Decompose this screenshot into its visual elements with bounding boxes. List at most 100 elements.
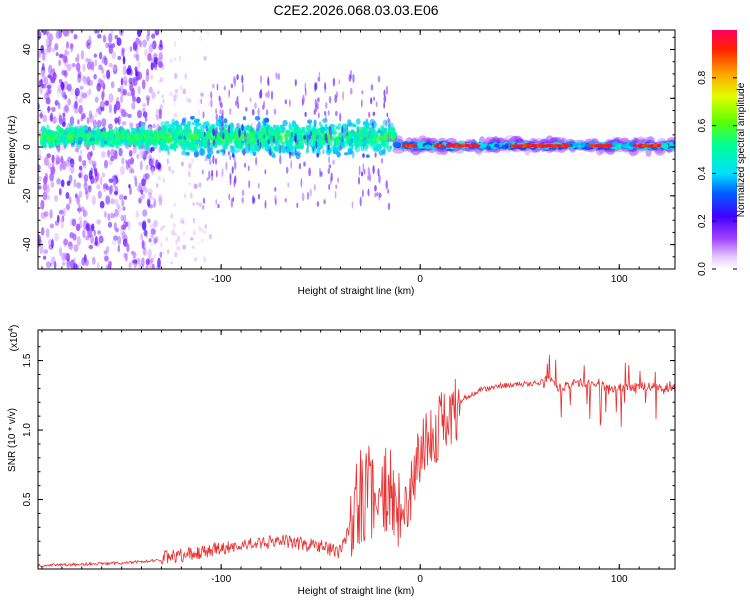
spectrogram-cell: [377, 168, 380, 177]
spectrogram-cell: [152, 40, 157, 50]
spectrogram-cell: [271, 154, 276, 159]
spectrogram-cell: [144, 49, 148, 57]
spectrogram-cell: [45, 228, 50, 239]
spectrogram-cell: [233, 160, 237, 170]
spectrogram-cell: [42, 48, 48, 56]
spectrogram-cell: [66, 180, 71, 187]
spectrogram-cell: [169, 91, 173, 97]
spectrogram-cell: [51, 106, 56, 113]
spectrogram-cell: [306, 119, 313, 124]
spectrogram-cell: [200, 98, 203, 105]
spectrogram-cell: [84, 259, 89, 267]
spectrogram-cell: [193, 183, 198, 190]
spectrogram-cell: [102, 89, 105, 98]
spectrogram-cell: [288, 121, 292, 129]
spectrogram-cell: [65, 30, 70, 37]
spectrogram-cell: [137, 186, 142, 193]
spectrogram-cell: [358, 165, 361, 176]
spectrogram-cell: [215, 126, 219, 133]
spectrogram-cell: [84, 187, 88, 195]
spectrogram-cell: [170, 261, 174, 265]
spectrogram-cell: [257, 107, 260, 116]
spectrogram-cell: [185, 151, 190, 156]
spectrogram-cell: [86, 61, 92, 70]
spectrogram-cell: [90, 150, 93, 157]
spectrogram-cell: [156, 183, 159, 188]
spectrogram-cell: [179, 126, 183, 132]
spectrogram-cell: [202, 111, 205, 119]
spectrogram-cell: [43, 249, 49, 255]
spectrogram-cell: [258, 90, 262, 99]
spectrogram-cell: [180, 122, 183, 126]
spectrogram-cell: [162, 128, 167, 136]
spectrogram-cell: [76, 261, 82, 269]
spectrogram-cell: [90, 234, 94, 244]
spectrogram-cell: [101, 118, 107, 128]
spectrogram-cell: [157, 176, 162, 181]
spectrogram-cell: [332, 77, 336, 87]
spectrogram-cell: [87, 228, 93, 238]
spectrogram-cell: [96, 219, 101, 225]
spectrogram-cell: [58, 59, 61, 67]
spectrogram-cell: [206, 31, 210, 36]
spectrogram-cell: [87, 57, 92, 64]
spectrogram-cell: [374, 145, 380, 152]
spectrogram-cell: [57, 84, 62, 94]
spectrogram-cell: [73, 263, 78, 269]
spectrogram-cell: [350, 128, 354, 133]
spectrogram-cell: [61, 90, 66, 98]
spectrogram-cell: [387, 188, 390, 194]
colorbar-tick-label: 0.2: [697, 214, 708, 228]
spectrogram-cell: [379, 192, 382, 198]
spectrogram-cell: [236, 95, 239, 105]
spectrogram-panel: -100 0 100 -40 -20 0 20 40 Height of straight l…: [7, 29, 676, 297]
spectrogram-cell: [212, 155, 215, 165]
spectrogram-cell: [349, 133, 353, 138]
spectrogram-cell: [367, 175, 369, 181]
spectrogram-cell: [270, 90, 274, 100]
spectrogram-cell: [137, 85, 141, 95]
snr-panel: -100 0 100 0.5 1.0 1.5 Height of straight lin…: [7, 325, 676, 597]
spectrogram-cell: [351, 151, 355, 159]
spectrogram-cell: [97, 190, 102, 199]
spectrogram-cell: [227, 151, 231, 156]
spectrogram-cell: [341, 135, 344, 143]
spectrogram-cell: [58, 53, 64, 59]
spectrogram-cell: [251, 108, 255, 116]
spectrogram-cell: [198, 99, 201, 104]
spectrogram-cell: [440, 144, 445, 148]
spectrogram-cell: [387, 122, 391, 131]
spectrogram-cell: [241, 189, 245, 197]
spectrogram-cell: [314, 131, 320, 135]
spectrogram-cell: [212, 127, 215, 137]
spectrogram-cell: [120, 133, 125, 140]
spectrogram-cell: [113, 180, 117, 189]
spectrogram-cell: [308, 134, 311, 140]
spectrogram-cell: [229, 155, 232, 161]
spectrogram-cell: [244, 147, 250, 154]
spectrogram-cell: [231, 133, 237, 138]
spectrogram-cell: [372, 121, 374, 129]
colorbar-tick-label: 0.0: [697, 262, 708, 276]
spectrogram-cell: [65, 127, 71, 135]
spectrogram-cell: [92, 119, 97, 128]
spectrogram-cell: [137, 30, 142, 38]
spectrogram-cell: [60, 179, 65, 188]
spectrogram-cell: [392, 141, 401, 148]
spectrogram-cell: [252, 151, 257, 156]
spectrogram-cell: [180, 161, 185, 167]
spectrogram-cell: [242, 116, 247, 121]
spectrogram-cell: [64, 143, 68, 148]
spectrogram-cell: [168, 165, 172, 172]
spectrogram-cell: [72, 233, 77, 241]
spectrogram-cell: [145, 164, 149, 171]
spectrogram-cell: [118, 115, 122, 120]
spectrogram-cell: [255, 156, 257, 166]
spectrogram-cell: [215, 113, 219, 121]
spectrogram-cell: [332, 159, 335, 165]
spectrogram-cell: [77, 98, 83, 104]
spectrogram-cell: [196, 122, 202, 126]
spectrogram-cell: [107, 221, 113, 228]
spectrogram-cell: [155, 30, 160, 36]
spectrogram-cell: [368, 126, 371, 133]
